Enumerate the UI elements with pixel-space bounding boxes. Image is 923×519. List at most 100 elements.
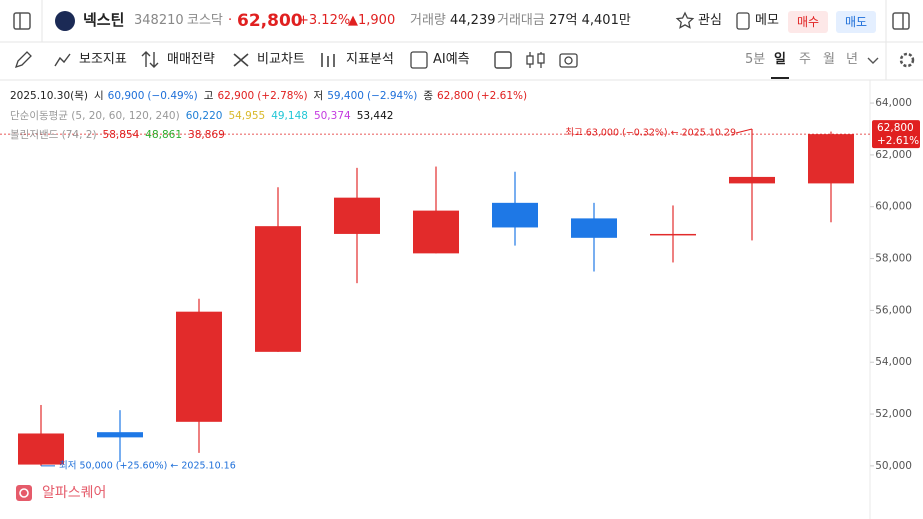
logo: [55, 11, 75, 31]
camera-icon: [564, 56, 573, 65]
ai-icon: [410, 51, 428, 69]
separator: ·: [228, 13, 233, 28]
indicator-value: 48,861: [145, 129, 182, 141]
indicator-value: 54,955: [228, 110, 265, 122]
analysis-icon: [321, 53, 335, 67]
period-button[interactable]: 일: [774, 52, 786, 67]
info-value: 60,900: [108, 90, 145, 102]
amount-label: 거래대금: [497, 13, 545, 28]
camera-icon[interactable]: [559, 53, 578, 68]
buy-button[interactable]: 매수: [788, 11, 828, 33]
info-date: 2025.10.30(목): [10, 90, 88, 102]
tool-button[interactable]: AI예측: [433, 52, 470, 67]
info-change: (+2.61%): [477, 90, 527, 102]
info-change: (−2.94%): [367, 90, 417, 102]
memo-button[interactable]: 메모: [755, 13, 779, 28]
annotation: 최저 50,000 (+25.60%) ← 2025.10.16: [59, 460, 236, 471]
period-button[interactable]: 년: [846, 52, 858, 67]
candle-body: [334, 197, 380, 234]
volume: 44,239: [450, 13, 496, 28]
indicator-name: 단순이동평균 (5, 20, 60, 120, 240): [10, 110, 180, 122]
annotation: 최고 63,000 (−0.32%) ← 2025.10.29: [565, 127, 736, 138]
tool-button[interactable]: 매매전략: [167, 52, 215, 67]
last-price-label: 62,800: [877, 122, 914, 134]
period-button[interactable]: 주: [799, 52, 811, 67]
info-label: 고: [204, 90, 214, 102]
y-tick-label: 56,000: [875, 304, 912, 316]
settings-icon[interactable]: [899, 52, 915, 68]
change-pct: +3.12%: [298, 13, 351, 28]
plot-area: [18, 128, 854, 466]
indicator-value: 60,220: [186, 110, 223, 122]
info-value: 62,900: [217, 90, 254, 102]
candle-body: [650, 233, 696, 236]
memo-icon[interactable]: [736, 12, 750, 30]
y-tick-label: 52,000: [875, 408, 912, 420]
candle-body: [18, 433, 64, 465]
tool-button[interactable]: 보조지표: [79, 52, 127, 67]
indicator-icon: [54, 53, 71, 67]
y-tick-label: 58,000: [875, 253, 912, 265]
last-price-change: +2.61%: [877, 135, 919, 147]
info-change: (+2.78%): [257, 90, 307, 102]
change: ▲1,900: [348, 13, 396, 28]
price: 62,800: [237, 11, 303, 31]
candle-body: [492, 202, 538, 228]
indicator-value: 49,148: [271, 110, 308, 122]
y-tick-label: 64,000: [875, 97, 912, 109]
stock-code: 348210: [134, 13, 184, 28]
candle-body: [176, 311, 222, 422]
last-price-tag: [872, 120, 920, 149]
indicator-value: 53,442: [357, 110, 394, 122]
info-label: 시: [94, 90, 104, 102]
info-label: 종: [423, 90, 433, 102]
info-label: 저: [314, 90, 324, 102]
period-button[interactable]: 월: [823, 52, 835, 67]
amount: 27억 4,401만: [549, 13, 631, 28]
period-button[interactable]: 5분: [745, 52, 766, 67]
watch-button[interactable]: 관심: [698, 13, 722, 28]
pencil-icon[interactable]: [14, 51, 32, 69]
info-change: (−0.49%): [147, 90, 197, 102]
star-icon[interactable]: [675, 11, 695, 29]
y-tick-label: 62,000: [875, 149, 912, 161]
annotation-arrow: [735, 128, 753, 134]
indicator-legend: 볼린저밴드 (74, 2) 58,854 48,861 38,869: [10, 129, 225, 141]
candle-body: [97, 432, 143, 438]
strategy-icon: [141, 51, 159, 68]
info-value: 62,800: [437, 90, 474, 102]
y-tick-label: 60,000: [875, 201, 912, 213]
candle-body: [729, 176, 775, 184]
checkbox[interactable]: [494, 51, 512, 69]
indicator-value: 58,854: [103, 129, 140, 141]
volume-label: 거래량: [410, 13, 446, 28]
compare-icon: [233, 53, 249, 67]
menu-icon[interactable]: [13, 12, 31, 30]
candle-icon: [537, 53, 545, 64]
ohlc-info: 2025.10.30(목) 시 60,900 (−0.49%) 고 62,900 (+2.7…: [10, 90, 527, 102]
watermark-icon: [19, 488, 29, 498]
sell-button[interactable]: 매도: [836, 11, 876, 33]
indicator-value: 50,374: [314, 110, 351, 122]
tool-button[interactable]: 지표분석: [346, 52, 394, 67]
candle-body: [808, 134, 854, 184]
y-tick-label: 50,000: [875, 460, 912, 472]
indicator-value: 38,869: [188, 129, 225, 141]
info-value: 59,400: [327, 90, 364, 102]
chevron[interactable]: [867, 57, 879, 64]
stock-name: 넥스틴: [83, 11, 125, 29]
candle-body: [413, 210, 459, 254]
market: 코스닥: [187, 13, 223, 28]
y-tick-label: 54,000: [875, 356, 912, 368]
tool-button[interactable]: 비교차트: [257, 52, 305, 67]
indicator-legend: 단순이동평균 (5, 20, 60, 120, 240) 60,220 54,955…: [10, 110, 393, 122]
indicator-name: 볼린저밴드 (74, 2): [10, 129, 97, 141]
watermark: 알파스퀘어: [42, 485, 107, 501]
candle-body: [571, 218, 617, 238]
panel-icon[interactable]: [892, 12, 910, 30]
candle-body: [255, 226, 301, 352]
candle-icon: [526, 55, 534, 65]
watermark-icon: [16, 485, 32, 501]
